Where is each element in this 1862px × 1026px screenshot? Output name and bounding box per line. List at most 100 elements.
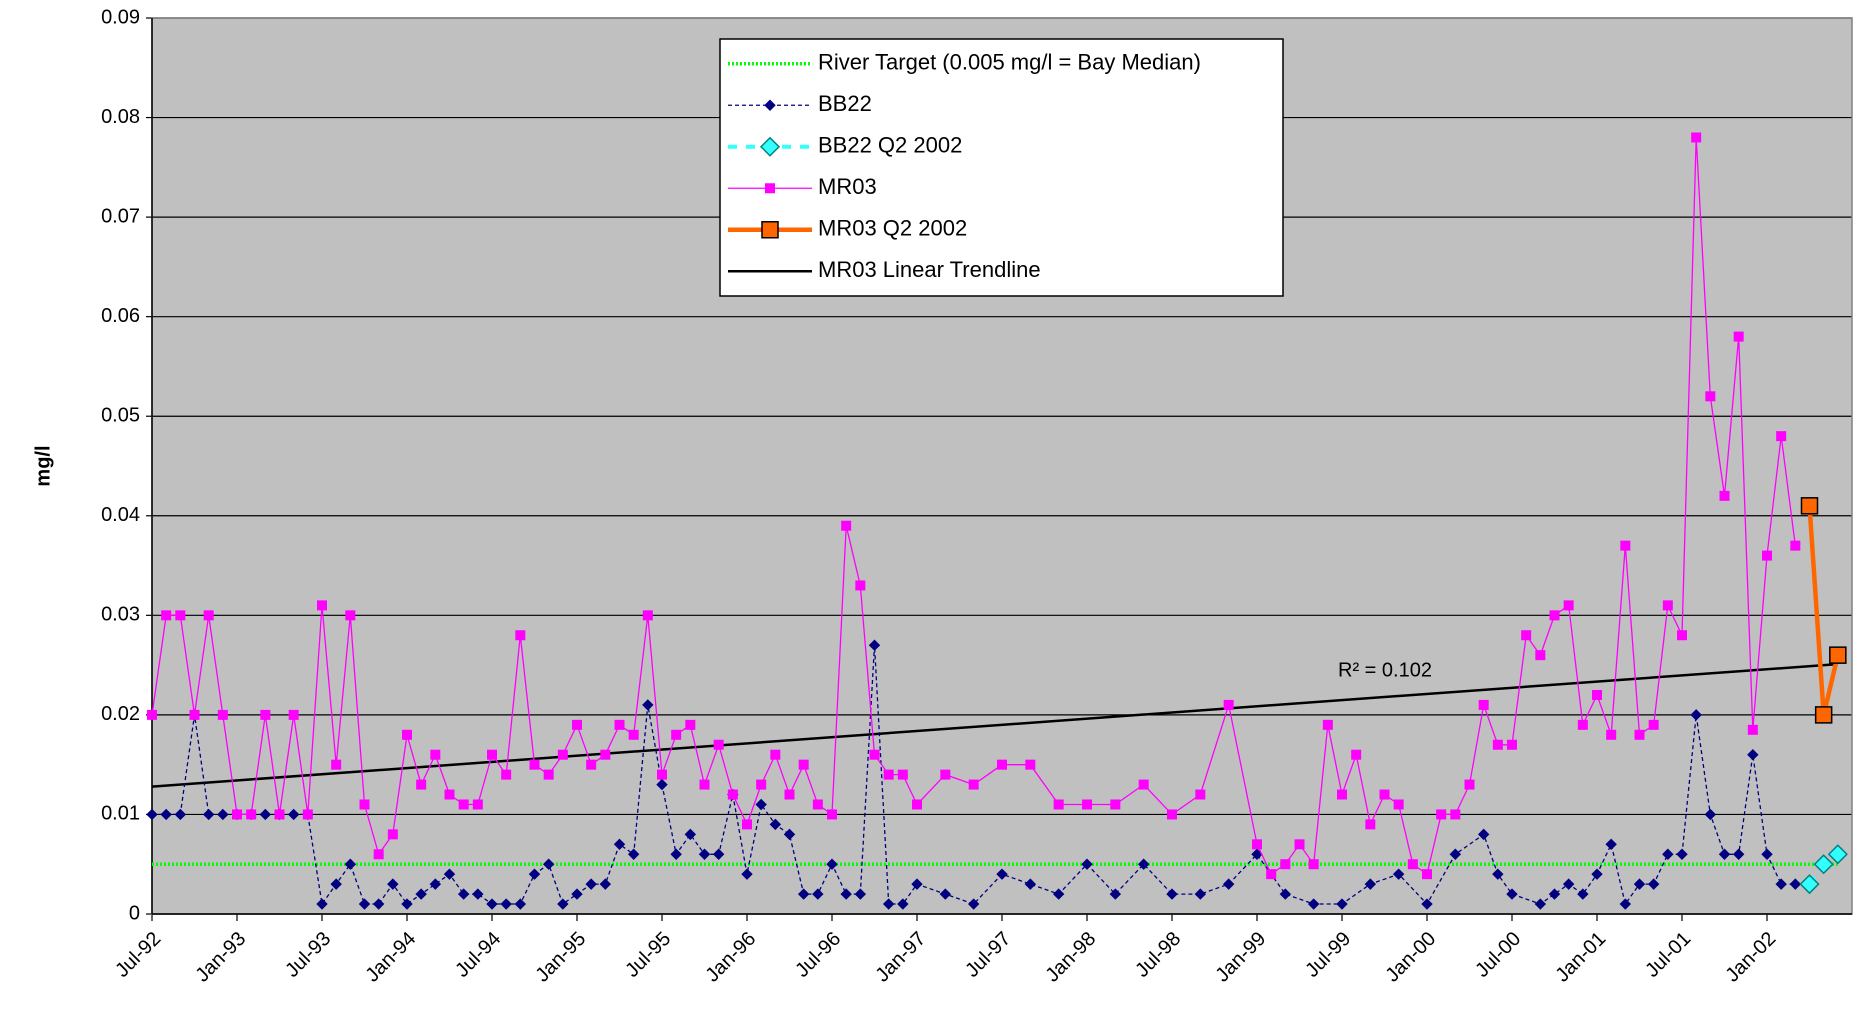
data-point bbox=[684, 828, 697, 841]
data-point bbox=[698, 848, 711, 860]
x-tick-label: Jan-98 bbox=[1041, 928, 1100, 987]
data-point bbox=[1024, 878, 1037, 890]
data-point bbox=[1705, 391, 1716, 402]
data-point bbox=[358, 898, 371, 910]
data-point bbox=[1166, 888, 1178, 900]
data-point bbox=[670, 848, 682, 860]
data-point bbox=[288, 709, 299, 720]
data-point bbox=[642, 610, 653, 621]
y-tick-label: 0.09 bbox=[101, 6, 140, 28]
data-point bbox=[373, 849, 384, 860]
y-tick-label: 0 bbox=[129, 902, 140, 924]
data-point bbox=[770, 749, 781, 760]
data-point bbox=[1719, 490, 1730, 501]
data-point bbox=[1266, 869, 1277, 880]
data-point bbox=[826, 858, 838, 870]
y-tick-label: 0.07 bbox=[101, 205, 140, 227]
data-point bbox=[1562, 878, 1575, 890]
data-point bbox=[1799, 874, 1820, 895]
data-point bbox=[586, 759, 597, 770]
data-point bbox=[784, 789, 795, 800]
data-point bbox=[316, 898, 328, 910]
data-point bbox=[756, 779, 767, 790]
data-point bbox=[1592, 689, 1602, 700]
data-point bbox=[515, 630, 526, 641]
data-point bbox=[174, 808, 187, 821]
data-point bbox=[1762, 550, 1772, 561]
data-point bbox=[443, 868, 456, 880]
data-point bbox=[1137, 858, 1150, 870]
data-point bbox=[1662, 600, 1673, 611]
legend-label: BB22 bbox=[818, 91, 872, 116]
data-point bbox=[1279, 888, 1292, 900]
data-point bbox=[685, 719, 696, 730]
x-tick-label: Jul-99 bbox=[1301, 928, 1355, 982]
data-point bbox=[883, 769, 894, 780]
data-point bbox=[345, 610, 356, 621]
data-point bbox=[769, 818, 782, 831]
x-tick-label: Jul-00 bbox=[1471, 928, 1525, 982]
data-point bbox=[217, 709, 228, 720]
data-point bbox=[487, 749, 497, 760]
data-point bbox=[472, 888, 484, 900]
data-point bbox=[1647, 878, 1660, 890]
data-point bbox=[1307, 898, 1320, 910]
data-point bbox=[1648, 719, 1659, 730]
x-tick-label: Jan-97 bbox=[871, 928, 930, 987]
data-point bbox=[812, 799, 823, 810]
data-point bbox=[854, 888, 867, 900]
data-point bbox=[457, 888, 470, 900]
data-point bbox=[1421, 898, 1433, 910]
data-point bbox=[1776, 431, 1787, 442]
legend-label: MR03 bbox=[818, 174, 877, 199]
legend-label: MR03 Linear Trendline bbox=[818, 257, 1041, 282]
data-point bbox=[1790, 540, 1801, 551]
data-point bbox=[415, 888, 427, 900]
data-point bbox=[1322, 719, 1333, 730]
data-point bbox=[189, 709, 200, 720]
data-point bbox=[557, 749, 568, 760]
data-point bbox=[1379, 789, 1390, 800]
data-point bbox=[1577, 719, 1588, 730]
legend-box bbox=[719, 38, 1284, 297]
data-point bbox=[147, 709, 157, 720]
data-point bbox=[1308, 859, 1319, 870]
data-point bbox=[387, 829, 398, 840]
data-point bbox=[1195, 789, 1206, 800]
data-point bbox=[727, 789, 738, 800]
x-tick-label: Jan-01 bbox=[1551, 928, 1610, 987]
data-point bbox=[572, 719, 582, 730]
data-point bbox=[1393, 799, 1404, 810]
data-point bbox=[1167, 809, 1177, 820]
data-point bbox=[1450, 809, 1461, 820]
data-point bbox=[217, 808, 229, 821]
data-point bbox=[529, 759, 540, 770]
data-point bbox=[827, 809, 837, 820]
data-point bbox=[627, 848, 640, 860]
data-point bbox=[571, 888, 583, 900]
x-tick-label: Jul-97 bbox=[961, 928, 1015, 982]
data-point bbox=[401, 898, 413, 910]
data-point bbox=[1633, 878, 1646, 890]
data-point bbox=[1110, 799, 1121, 810]
data-point bbox=[1222, 878, 1235, 890]
legend-marker bbox=[765, 183, 775, 194]
data-point bbox=[387, 878, 399, 890]
data-point bbox=[1336, 898, 1348, 910]
data-point bbox=[232, 809, 242, 820]
data-point bbox=[968, 779, 979, 790]
data-point bbox=[1814, 706, 1833, 724]
data-point bbox=[444, 789, 455, 800]
data-point bbox=[557, 898, 569, 910]
x-tick-label: Jan-96 bbox=[701, 928, 760, 987]
legend-marker bbox=[764, 99, 776, 111]
y-tick-label: 0.01 bbox=[101, 803, 140, 825]
data-point bbox=[246, 809, 257, 820]
data-point bbox=[1733, 331, 1744, 342]
data-point bbox=[1392, 868, 1405, 880]
x-tick-label: Jul-96 bbox=[791, 928, 845, 982]
series-line bbox=[151, 662, 1838, 788]
data-point bbox=[1478, 699, 1489, 710]
series bbox=[1799, 844, 1848, 895]
data-point bbox=[1449, 848, 1462, 860]
